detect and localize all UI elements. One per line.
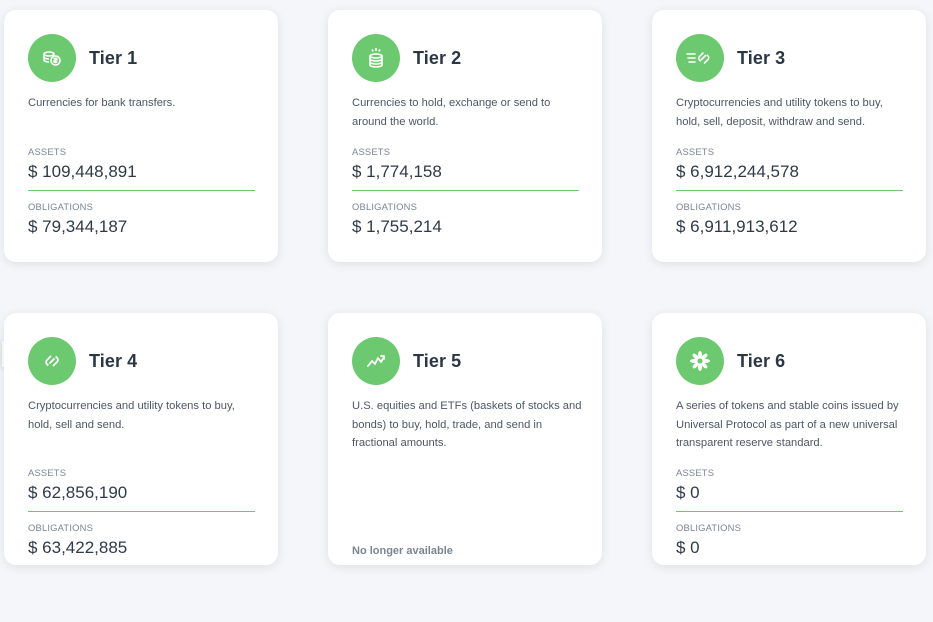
assets-label: ASSETS: [676, 467, 715, 478]
tier-description: Currencies to hold, exchange or send to …: [352, 97, 551, 128]
tier-card-4: Tier 4 Cryptocurrencies and utility toke…: [4, 313, 278, 565]
assets-label: ASSETS: [28, 467, 67, 478]
tier-title: Tier 5: [413, 350, 462, 371]
assets-label: ASSETS: [676, 146, 715, 157]
tier-title: Tier 1: [89, 47, 138, 68]
obligations-label: OBLIGATIONS: [352, 201, 418, 212]
assets-value: $ 62,856,190: [28, 483, 128, 502]
tier-card-5: Tier 5 U.S. equities and ETFs (baskets o…: [328, 313, 602, 565]
tier-card-header: Tier 2: [352, 34, 461, 82]
tier-card-header: Tier 4: [28, 337, 137, 385]
tier-card-1: Tier 1 Currencies for bank transfers. AS…: [4, 10, 278, 262]
obligations-value: $ 63,422,885: [28, 538, 128, 557]
trend-chart-icon: [352, 337, 400, 385]
tier-title: Tier 6: [737, 350, 786, 371]
assets-value: $ 0: [676, 483, 700, 502]
assets-value: $ 109,448,891: [28, 162, 137, 181]
obligations-label: OBLIGATIONS: [28, 522, 94, 533]
tier-description: Cryptocurrencies and utility tokens to b…: [676, 97, 883, 128]
divider: [352, 190, 579, 191]
tier-description: U.S. equities and ETFs (baskets of stock…: [352, 400, 582, 449]
tier-description: Currencies for bank transfers.: [28, 97, 176, 109]
tier-card-header: Tier 5: [352, 337, 461, 385]
divider: [28, 511, 255, 512]
obligations-value: $ 0: [676, 538, 700, 557]
tier-description: A series of tokens and stable coins issu…: [676, 400, 899, 449]
tier-title: Tier 2: [413, 47, 462, 68]
obligations-value: $ 1,755,214: [352, 217, 442, 236]
assets-value: $ 6,912,244,578: [676, 162, 799, 181]
unavailable-status: No longer available: [352, 545, 453, 557]
divider: [28, 190, 255, 191]
tier-card-3: Tier 3 Cryptocurrencies and utility toke…: [652, 10, 926, 262]
obligations-label: OBLIGATIONS: [676, 201, 742, 212]
divider: [676, 190, 903, 191]
assets-value: $ 1,774,158: [352, 162, 442, 181]
fast-link-icon: [676, 34, 724, 82]
chain-link-icon: [28, 337, 76, 385]
tier-card-header: Tier 1: [28, 34, 137, 82]
obligations-label: OBLIGATIONS: [676, 522, 742, 533]
assets-label: ASSETS: [352, 146, 391, 157]
obligations-label: OBLIGATIONS: [28, 201, 94, 212]
tier-title: Tier 4: [89, 350, 138, 371]
coins-dollar-icon: [28, 34, 76, 82]
tier-card-6: Tier 6 A series of tokens and stable coi…: [652, 313, 926, 565]
tier-card-2: Tier 2 Currencies to hold, exchange or s…: [328, 10, 602, 262]
assets-label: ASSETS: [28, 146, 67, 157]
divider: [676, 511, 903, 512]
tier-title: Tier 3: [737, 47, 786, 68]
coin-stack-sparkle-icon: [352, 34, 400, 82]
tier-card-header: Tier 6: [676, 337, 785, 385]
tier-description: Cryptocurrencies and utility tokens to b…: [28, 400, 235, 431]
obligations-value: $ 6,911,913,612: [676, 217, 798, 236]
tier-card-header: Tier 3: [676, 34, 785, 82]
obligations-value: $ 79,344,187: [28, 217, 128, 236]
flower-burst-icon: [676, 337, 724, 385]
